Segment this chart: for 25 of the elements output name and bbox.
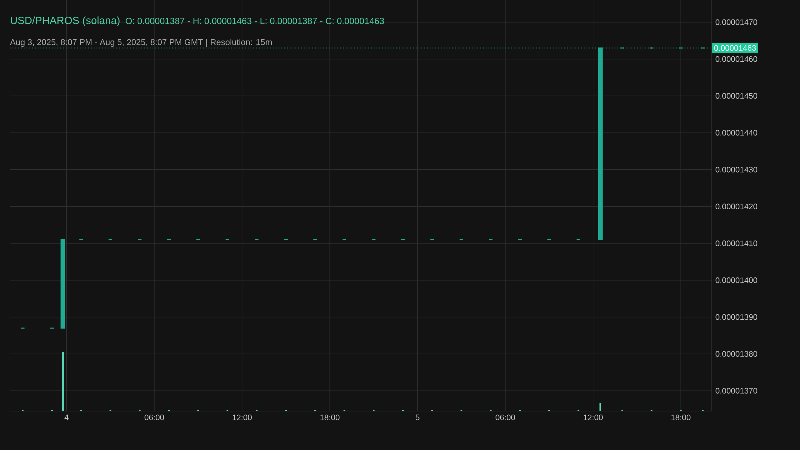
x-tick-label: 12:00 [232,414,252,420]
x-tick-label: 06:00 [144,414,164,420]
text: USD/PHAROS (solana) [11,16,120,26]
candlestick [598,48,603,240]
y-tick-label: 0.00001400 [716,277,758,284]
y-tick-label: 0.00001450 [716,93,758,99]
y-tick-label: 0.00001410 [716,240,758,246]
x-tick-label: 4 [64,414,69,420]
x-tick-label: 12:00 [584,414,603,420]
y-tick-label: 0.00001440 [716,130,758,136]
x-tick-label: 18:00 [320,414,340,420]
text: Aug 3, 2025, 8:07 PM - Aug 5, 2025, 8:07 PM GMT | Resolution: 15m [10,38,272,47]
y-tick-label: 0.00001390 [716,314,758,320]
y-tick-label: 0.00001380 [716,351,758,357]
x-tick-label: 06:00 [496,414,516,420]
y-tick-label: 0.00001430 [716,166,758,173]
ref-line-label: 0.00001463 [714,45,756,51]
y-tick-label: 0.00001370 [716,388,758,394]
candlestick [60,239,66,329]
y-tick-label: 0.00001470 [716,19,758,26]
annotation: O: 0.00001387 - H: 0.00001463 - L: 0.00001387 - C: 0.00001463 [126,18,384,24]
y-tick-label: 0.00001420 [716,204,758,210]
y-tick-label: 0.00001460 [716,56,758,62]
x-tick-label: 5 [416,414,420,420]
x-tick-label: 18:00 [672,414,691,420]
